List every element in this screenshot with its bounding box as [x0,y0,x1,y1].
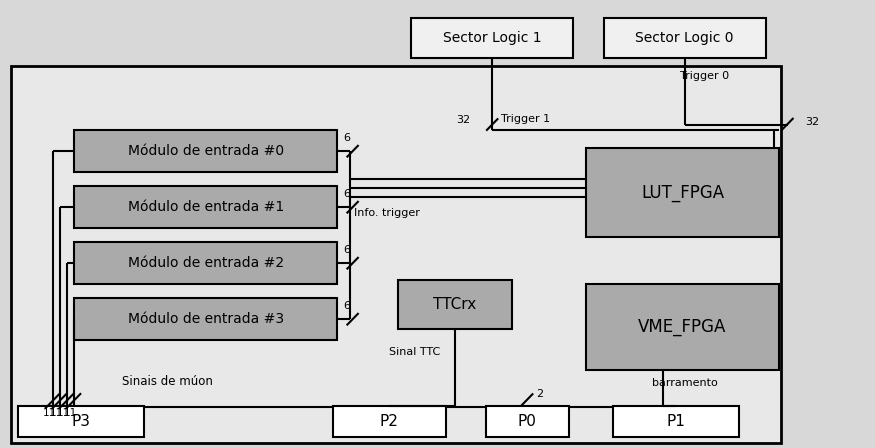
Text: 6: 6 [343,301,350,311]
Text: Módulo de entrada #3: Módulo de entrada #3 [128,312,284,326]
Text: 6: 6 [343,245,350,255]
Text: Info. trigger: Info. trigger [354,208,420,218]
Text: P1: P1 [667,414,685,429]
Text: Sinal TTC: Sinal TTC [389,347,441,357]
Text: Trigger 1: Trigger 1 [500,114,550,124]
Bar [612,406,739,437]
Text: 11: 11 [63,408,77,418]
Text: Sinais de múon: Sinais de múon [122,375,213,388]
Text: Sector Logic 0: Sector Logic 0 [635,31,734,45]
Text: 11: 11 [49,408,63,418]
Bar [411,18,573,58]
Text: 32: 32 [805,117,819,127]
Text: LUT_FPGA: LUT_FPGA [640,184,724,202]
Text: TTCrx: TTCrx [433,297,477,312]
Text: Módulo de entrada #2: Módulo de entrada #2 [128,256,284,270]
Text: 11: 11 [42,408,56,418]
Text: 6: 6 [343,133,350,143]
Bar [586,284,779,370]
Text: 32: 32 [456,115,471,125]
Bar [74,298,337,340]
Text: VME_FPGA: VME_FPGA [639,318,726,336]
Text: Módulo de entrada #0: Módulo de entrada #0 [128,144,284,158]
Text: P3: P3 [72,414,90,429]
Bar [586,148,779,237]
Text: 2: 2 [536,389,543,399]
Bar [398,280,512,329]
Text: barramento: barramento [652,378,718,388]
Bar [74,130,337,172]
Bar [18,406,144,437]
Text: P0: P0 [518,414,536,429]
Bar [332,406,446,437]
Bar [74,186,337,228]
Text: 11: 11 [56,408,70,418]
Text: P2: P2 [380,414,399,429]
Text: Módulo de entrada #1: Módulo de entrada #1 [128,200,284,214]
Text: Sector Logic 1: Sector Logic 1 [443,31,542,45]
Text: Trigger 0: Trigger 0 [681,71,730,81]
Bar [74,242,337,284]
Bar [10,66,780,443]
Text: 6: 6 [343,189,350,199]
Bar [486,406,569,437]
Bar [604,18,766,58]
